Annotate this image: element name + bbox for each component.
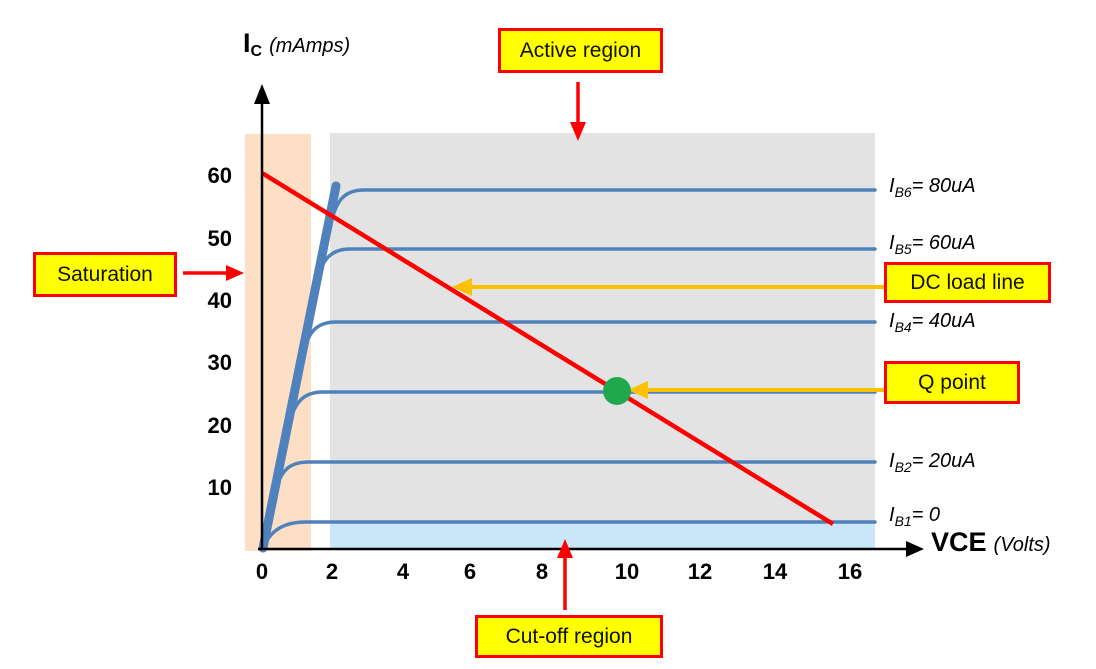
curve-label-sub: B4 (894, 319, 912, 335)
curve-label-ib4: IB4= 40uA (889, 309, 976, 339)
curve-label-symbol: I (889, 450, 895, 472)
q-point-label: Q point (884, 361, 1020, 404)
y-axis-unit: (mAmps) (269, 35, 351, 57)
saturation-label: Saturation (33, 252, 177, 297)
y-axis-label: IC (mAmps) (243, 28, 350, 61)
x-axis-label: VCE (Volts) (931, 527, 1051, 558)
x-tick: 2 (325, 559, 339, 584)
x-tick: 4 (396, 559, 410, 584)
curve-label-symbol: I (889, 310, 895, 332)
y-tick: 50 (207, 226, 232, 251)
x-tick: 8 (535, 559, 549, 584)
active-region (330, 133, 875, 521)
y-tick: 60 (207, 163, 232, 188)
cutoff-arrowhead (557, 539, 573, 558)
curve-label-sub: B1 (894, 513, 912, 529)
y-axis-symbol: I (243, 28, 251, 58)
q-point-pointer-arrowhead (628, 381, 648, 399)
annotation-arrows (183, 82, 586, 610)
curve-label-value: = 60uA (911, 232, 976, 254)
curve-label-value: = 80uA (911, 175, 976, 197)
x-axis-arrowhead (906, 541, 924, 557)
q-point-dot (603, 377, 631, 405)
active-region-arrowhead (570, 122, 586, 141)
pointer-arrows (452, 278, 884, 399)
x-tick: 10 (614, 559, 640, 584)
curve-label-symbol: I (889, 504, 895, 526)
y-axis-arrowhead (254, 84, 270, 104)
curve-label-ib6: IB6= 80uA (889, 174, 976, 204)
y-tick: 30 (207, 350, 232, 375)
load-line-pointer-arrowhead (452, 278, 472, 296)
cutoff-region (330, 521, 875, 548)
curve-label-sub: B6 (894, 184, 912, 200)
y-tick: 40 (207, 288, 232, 313)
x-tick: 14 (762, 559, 788, 584)
y-axis-symbol-sub: C (250, 43, 263, 61)
load-line (260, 171, 835, 526)
x-axis-symbol: VCE (931, 527, 987, 557)
cutoff-region-label: Cut-off region (475, 615, 663, 658)
active-region-label: Active region (498, 28, 663, 73)
curve-label-symbol: I (889, 175, 895, 197)
dc-load-line-label: DC load line (884, 262, 1051, 303)
x-tick: 16 (837, 559, 863, 584)
curve-label-ib5: IB5= 60uA (889, 231, 976, 261)
y-tick: 20 (207, 413, 232, 438)
axes (254, 84, 924, 557)
curve-label-sub: B2 (894, 459, 912, 475)
x-tick: 6 (463, 559, 477, 584)
curve-label-value: = 40uA (911, 310, 976, 332)
curve-label-ib2: IB2= 20uA (889, 449, 976, 479)
curve-label-ib1: IB1= 0 (889, 503, 940, 533)
curve-label-sub: B5 (894, 241, 912, 257)
x-tick: 0 (255, 559, 269, 584)
curve-label-value: = 0 (911, 504, 941, 526)
saturation-line (258, 181, 341, 553)
curve-label-symbol: I (889, 232, 895, 254)
y-tick: 10 (207, 475, 232, 500)
saturation-arrowhead (226, 265, 244, 281)
x-tick: 12 (687, 559, 713, 584)
x-axis-unit: (Volts) (993, 534, 1051, 556)
curve-label-value: = 20uA (911, 450, 976, 472)
